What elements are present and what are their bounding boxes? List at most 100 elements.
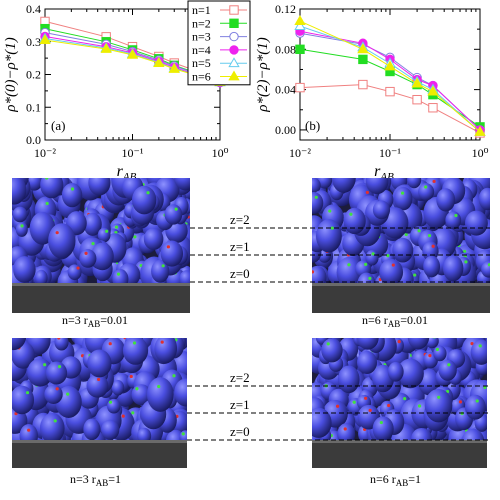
monomer-dot bbox=[70, 187, 75, 191]
monomer-dot bbox=[368, 276, 372, 280]
series-n=6 bbox=[294, 15, 486, 136]
monomer-dot bbox=[97, 377, 101, 382]
panel-label: (a) bbox=[51, 118, 65, 133]
monomer-dot bbox=[27, 428, 31, 432]
level-label-z0-top: z=0 bbox=[230, 266, 250, 281]
monomer-dot bbox=[404, 232, 408, 237]
monomer-dot bbox=[105, 229, 109, 233]
substrate bbox=[12, 283, 190, 313]
legend-marker bbox=[229, 5, 239, 15]
monomer-dot bbox=[114, 225, 119, 229]
monomer-dot bbox=[55, 231, 59, 235]
monomer-dot bbox=[76, 266, 80, 270]
monomer-dot bbox=[53, 419, 57, 423]
series-n=1 bbox=[295, 79, 485, 138]
monomer-dot bbox=[413, 273, 417, 277]
particle bbox=[312, 178, 321, 194]
snapshot-n3-r1 bbox=[12, 338, 187, 468]
particle bbox=[45, 361, 68, 385]
snapshot-n3-r001 bbox=[12, 178, 190, 313]
y-tick-label: 0.0 bbox=[26, 133, 41, 147]
monomer-dot bbox=[57, 365, 62, 369]
monomer-dot bbox=[20, 224, 24, 228]
monomer-dot bbox=[462, 249, 467, 254]
particle bbox=[464, 210, 488, 236]
particle bbox=[470, 339, 487, 365]
particle bbox=[365, 249, 379, 266]
y-tick-label: 0.12 bbox=[275, 2, 296, 16]
substrate bbox=[12, 440, 187, 468]
legend-label: n=6 bbox=[192, 70, 211, 84]
monomer-dot bbox=[447, 363, 451, 367]
series-line bbox=[299, 20, 481, 133]
monomer-dot bbox=[66, 392, 70, 396]
monomer-dot bbox=[391, 263, 395, 267]
monomer-dot bbox=[431, 244, 435, 248]
snapshot-render bbox=[12, 178, 190, 313]
particle bbox=[423, 255, 441, 278]
particle bbox=[79, 249, 97, 268]
data-point bbox=[412, 94, 422, 105]
monomer-dot bbox=[368, 408, 372, 412]
particle bbox=[392, 237, 414, 263]
particle bbox=[154, 338, 177, 363]
series-line bbox=[44, 36, 221, 84]
data-point bbox=[126, 48, 139, 59]
monomer-dot bbox=[330, 226, 334, 230]
monomer-dot bbox=[397, 339, 401, 344]
particle bbox=[164, 204, 183, 225]
monomer-dot bbox=[417, 404, 422, 408]
particle bbox=[478, 187, 490, 211]
y-tick-label: 0.1 bbox=[26, 100, 41, 114]
monomer-dot bbox=[181, 432, 185, 436]
monomer-dot bbox=[45, 201, 49, 206]
monomer-dot bbox=[487, 263, 490, 267]
monomer-dot bbox=[454, 213, 458, 218]
monomer-dot bbox=[475, 399, 479, 403]
monomer-dot bbox=[387, 403, 391, 408]
monomer-dot bbox=[172, 374, 176, 378]
legend-label: n=3 bbox=[192, 30, 211, 44]
particle bbox=[12, 338, 27, 351]
monomer-dot bbox=[133, 235, 137, 239]
level-label-z1-bottom: z=1 bbox=[230, 397, 250, 412]
monomer-dot bbox=[433, 338, 436, 339]
particle bbox=[83, 418, 101, 441]
legend-label: n=2 bbox=[192, 16, 211, 30]
monomer-dot bbox=[57, 338, 61, 340]
data-point bbox=[168, 62, 180, 73]
particle bbox=[174, 178, 190, 191]
particle bbox=[160, 240, 184, 267]
x-tick-label: 10⁰ bbox=[472, 146, 489, 160]
y-tick-label: 0.3 bbox=[26, 35, 41, 49]
legend-marker bbox=[229, 45, 239, 55]
monomer-dot bbox=[45, 178, 49, 180]
particle bbox=[436, 188, 456, 212]
particle bbox=[137, 427, 152, 444]
monomer-dot bbox=[400, 191, 405, 195]
particle bbox=[13, 256, 36, 283]
caption-n6-r001: n=6 rAB=0.01 bbox=[362, 313, 429, 329]
particle bbox=[131, 185, 157, 215]
data-point bbox=[39, 34, 51, 45]
x-tick-label: 10⁰ bbox=[212, 146, 229, 160]
monomer-dot bbox=[166, 245, 170, 249]
series-line bbox=[299, 84, 481, 134]
particle bbox=[87, 349, 112, 378]
particle bbox=[438, 359, 457, 381]
monomer-dot bbox=[428, 354, 432, 358]
monomer-dot bbox=[365, 190, 369, 195]
monomer-dot bbox=[91, 242, 95, 246]
monomer-dot bbox=[326, 342, 330, 346]
monomer-dot bbox=[432, 179, 436, 184]
particle bbox=[27, 358, 53, 387]
monomer-dot bbox=[347, 263, 351, 267]
monomer-dot bbox=[371, 252, 375, 256]
data-point bbox=[474, 125, 486, 136]
particle bbox=[331, 178, 356, 193]
particle bbox=[122, 338, 149, 365]
particle bbox=[424, 388, 453, 423]
monomer-dot bbox=[379, 420, 383, 425]
x-tick-label: 10⁻² bbox=[289, 146, 311, 160]
